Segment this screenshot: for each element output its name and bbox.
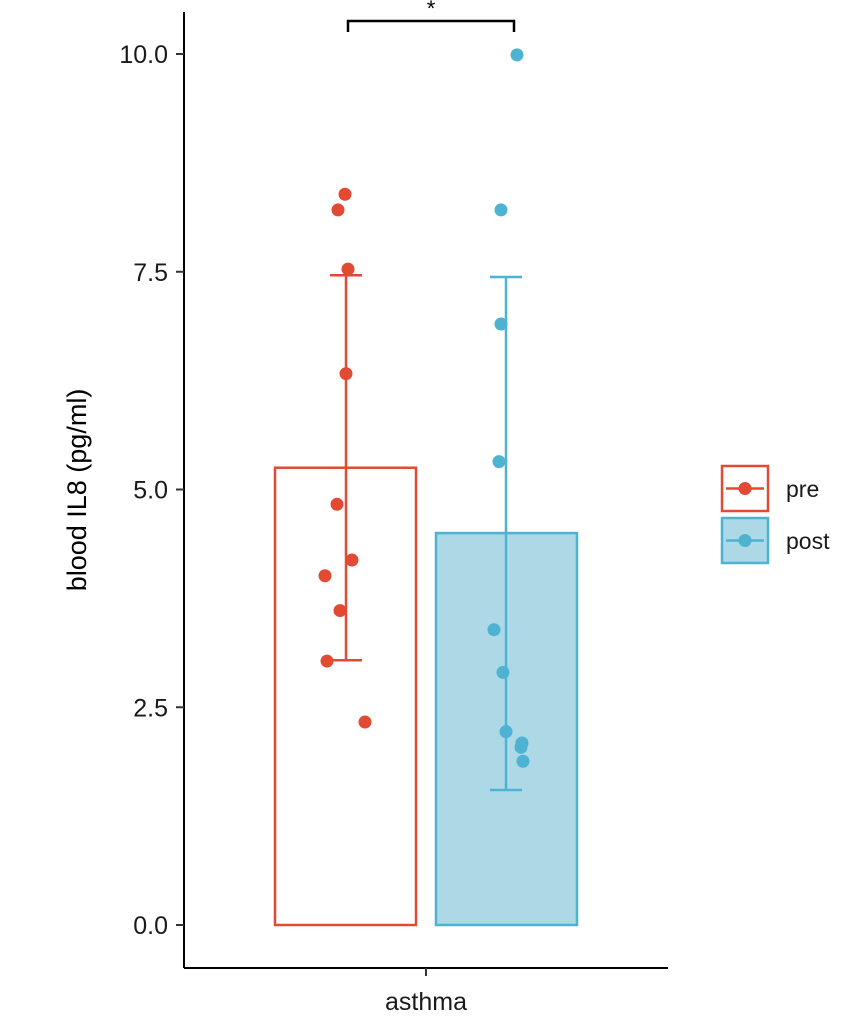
axes: 0.0 2.5 5.0 7.5 10.0 asthma xyxy=(119,12,668,1016)
point-pre xyxy=(338,187,352,201)
point-pre xyxy=(339,367,353,381)
data-points xyxy=(318,48,530,768)
point-post xyxy=(494,203,508,217)
legend: pre post xyxy=(720,464,830,565)
legend-label-post: post xyxy=(786,528,830,554)
y-ticks: 0.0 2.5 5.0 7.5 10.0 xyxy=(119,41,184,940)
significance-bracket: * xyxy=(346,0,516,32)
y-tick-label: 0.0 xyxy=(133,912,168,940)
y-tick-label: 5.0 xyxy=(133,477,168,505)
y-tick-label: 10.0 xyxy=(119,41,168,69)
point-pre xyxy=(318,569,332,583)
point-post xyxy=(487,623,501,637)
bars xyxy=(273,466,579,927)
point-post xyxy=(492,455,506,469)
point-post xyxy=(494,317,508,331)
point-pre xyxy=(331,203,345,217)
x-tick-label: asthma xyxy=(385,988,467,1016)
significance-label: * xyxy=(427,0,436,21)
point-pre xyxy=(345,553,359,567)
point-post xyxy=(499,725,513,739)
point-post xyxy=(496,665,510,679)
y-axis-title: blood IL8 (pg/ml) xyxy=(62,389,92,592)
point-post xyxy=(516,754,530,768)
point-post xyxy=(514,740,528,754)
point-pre xyxy=(330,497,344,511)
point-pre xyxy=(341,262,355,276)
legend-key-point-pre xyxy=(738,482,752,495)
x-ticks: asthma xyxy=(385,968,467,1016)
legend-key-point-post xyxy=(738,534,752,547)
point-post xyxy=(510,48,524,62)
bracket-line xyxy=(346,19,516,32)
point-pre xyxy=(320,654,334,668)
point-pre xyxy=(333,604,347,618)
y-tick-label: 7.5 xyxy=(133,259,168,287)
point-pre xyxy=(358,715,372,729)
legend-label-pre: pre xyxy=(786,476,819,502)
error-bars xyxy=(330,273,522,792)
y-tick-label: 2.5 xyxy=(133,694,168,722)
